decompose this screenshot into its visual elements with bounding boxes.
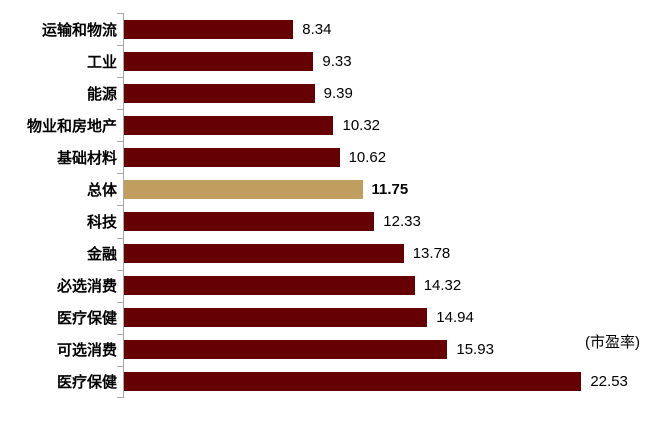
bar-cell: 12.33: [124, 205, 657, 237]
chart-row: 工业 9.33: [0, 45, 657, 77]
chart-row: 物业和房地产 10.32: [0, 109, 657, 141]
category-label: 能源: [86, 85, 117, 103]
bar: [124, 340, 448, 360]
value-label: 22.53: [590, 373, 628, 391]
category-label: 可选消费: [56, 342, 117, 360]
axis-tick: [117, 365, 123, 367]
axis-tick: [117, 109, 123, 111]
axis-tick: [117, 45, 123, 47]
value-label: 9.33: [322, 52, 352, 70]
chart-row: 金融 13.78: [0, 238, 657, 270]
value-label: 12.33: [383, 213, 421, 230]
category-label: 医疗保健: [56, 374, 117, 392]
bar-cell: 14.32: [124, 270, 657, 302]
bar-cell: 9.39: [124, 77, 657, 109]
chart-row: 可选消费 15.93: [0, 334, 657, 366]
axis-tick: [117, 173, 123, 175]
bar: [124, 372, 582, 392]
value-label: 14.94: [436, 309, 474, 327]
bar: [124, 51, 314, 71]
bar: [124, 276, 415, 296]
axis-tick: [117, 205, 123, 207]
value-label: 13.78: [412, 245, 451, 263]
bar-cell: 13.78: [124, 238, 657, 270]
bar-cell: 10.62: [124, 141, 657, 173]
bar-chart-rows: 运输和物流 8.34 工业 9.33 能源 9.39 物业和房地产 10.32 …: [0, 13, 657, 398]
bar: [124, 19, 294, 39]
category-label: 基础材料: [56, 149, 117, 167]
axis-tick: [117, 141, 123, 143]
chart-row: 医疗保健 14.94: [0, 302, 657, 334]
bar-cell: 14.94: [124, 302, 657, 334]
chart-row: 科技 12.33: [0, 205, 657, 237]
category-label: 工业: [86, 53, 117, 71]
y-axis-line: [123, 13, 124, 398]
bar: [124, 308, 428, 328]
axis-tick: [117, 77, 123, 79]
axis-tick: [117, 237, 123, 239]
value-label: 10.32: [342, 116, 381, 134]
axis-tick: [117, 301, 123, 303]
bar: [124, 147, 340, 167]
value-label: 8.34: [302, 20, 332, 38]
bar-cell: 8.34: [124, 13, 657, 45]
value-label: 14.32: [423, 277, 462, 295]
bar-cell: 10.32: [124, 109, 657, 141]
chart-row: 必选消费 14.32: [0, 270, 657, 302]
category-label: 必选消费: [56, 278, 117, 296]
axis-tick: [117, 333, 123, 335]
chart-row: 基础材料 10.62: [0, 141, 657, 173]
bar: [124, 83, 315, 103]
chart-row: 总体 11.75: [0, 173, 657, 205]
value-label: 10.62: [348, 148, 387, 166]
bar-cell: 9.33: [124, 45, 657, 77]
value-label: 11.75: [371, 180, 409, 198]
bar: [124, 115, 334, 135]
chart-row: 运输和物流 8.34: [0, 13, 657, 45]
category-label: 总体: [86, 181, 117, 199]
value-label: 9.39: [323, 84, 353, 102]
chart-row: 医疗保健 22.53: [0, 366, 657, 398]
axis-tick: [117, 13, 123, 14]
bar: [124, 212, 375, 231]
category-label: 运输和物流: [41, 21, 117, 39]
axis-tick: [117, 269, 123, 271]
bar: [124, 244, 404, 264]
category-label: 物业和房地产: [26, 117, 117, 135]
axis-ticks: [117, 13, 123, 398]
bar-cell: 11.75: [124, 173, 657, 205]
category-label: 科技: [86, 214, 117, 231]
bar: [124, 179, 363, 199]
bar-cell: 22.53: [124, 366, 657, 398]
category-label: 医疗保健: [56, 310, 117, 328]
chart-row: 能源 9.39: [0, 77, 657, 109]
unit-annotation: (市盈率): [585, 334, 640, 351]
bar-cell: 15.93: [124, 334, 657, 366]
axis-tick: [117, 397, 123, 398]
value-label: 15.93: [456, 341, 494, 359]
category-label: 金融: [86, 246, 117, 264]
